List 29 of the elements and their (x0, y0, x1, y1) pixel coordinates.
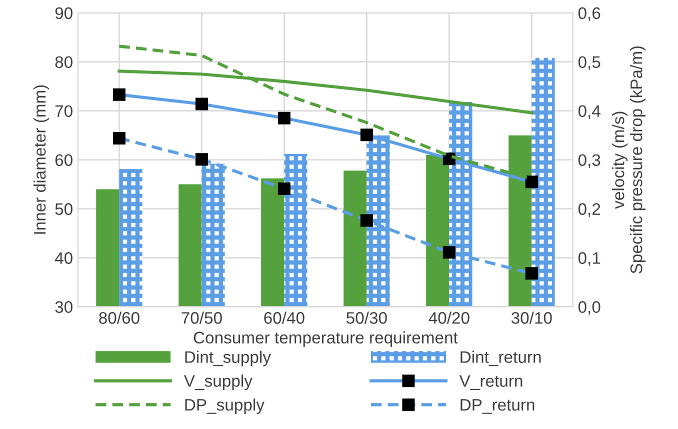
x-tick-label: 40/20 (428, 312, 470, 324)
legend-label: V_return (459, 375, 522, 390)
legend-label: Dint_return (460, 350, 541, 366)
y-tick-label: 40 (54, 252, 72, 264)
x-tick-label: 80/60 (99, 312, 140, 324)
x-tick-label: 50/30 (346, 312, 387, 324)
y2-tick-label: 0,3 (578, 154, 600, 168)
y-tick-label: 90 (55, 7, 72, 20)
y-tick-label: 60 (55, 154, 72, 166)
y-tick-label: 50 (55, 203, 72, 215)
y2-tick-label: 0,2 (578, 203, 600, 217)
y2-tick-label: 0,1 (578, 252, 600, 266)
y2-tick-label: 0,5 (578, 56, 600, 70)
y2-tick-label: 0,0 (578, 301, 600, 315)
legend-label: DP_return (460, 399, 534, 414)
x-tick-label: 60/40 (264, 312, 304, 324)
x-axis-title: Consumer temperature requirement (194, 331, 458, 347)
y-axis-title: Inner diameter (mm) (33, 85, 50, 234)
y-tick-label: 70 (55, 105, 72, 118)
legend-label: V_supply (184, 374, 252, 390)
x-tick-label: 30/10 (511, 312, 552, 324)
y-tick-label: 30 (55, 301, 72, 313)
legend-label: Dint_supply (185, 350, 271, 366)
x-tick-label: 70/50 (182, 312, 222, 324)
y-tick-label: 80 (55, 56, 72, 68)
y2-tick-label: 0,4 (578, 105, 600, 119)
y2-axis-title: velocity (m/s) Specific pressure drop (kPa/m) (612, 46, 646, 274)
y2-tick-label: 0,6 (578, 7, 600, 22)
legend-label: DP_supply (185, 398, 264, 414)
